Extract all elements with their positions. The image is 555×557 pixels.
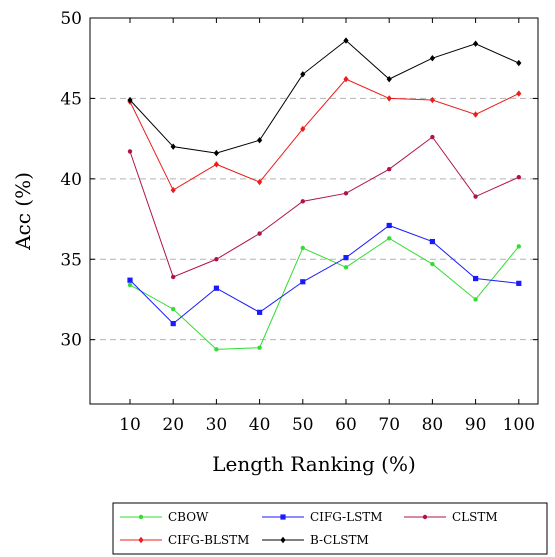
legend: CBOW CIFG-LSTM CLSTM CIFG-BLSTM B-CLSTM bbox=[112, 502, 548, 555]
data-point-cbow bbox=[214, 347, 219, 352]
series-clstm bbox=[127, 134, 521, 280]
data-point-clstm bbox=[343, 191, 349, 196]
x-tick-label: 30 bbox=[206, 415, 228, 435]
data-point-b-clstm bbox=[300, 71, 306, 78]
legend-label-cifg-lstm: CIFG-LSTM bbox=[310, 510, 383, 524]
data-point-cifg-lstm bbox=[429, 238, 435, 245]
legend-label-cbow: CBOW bbox=[168, 510, 209, 524]
legend-label-clstm: CLSTM bbox=[452, 510, 498, 524]
x-tick-label: 90 bbox=[465, 415, 487, 435]
data-point-cifg-blstm bbox=[257, 178, 263, 186]
data-point-cifg-lstm bbox=[213, 285, 219, 291]
data-point-clstm bbox=[300, 199, 305, 204]
series-group bbox=[127, 37, 522, 352]
x-tick-label: 50 bbox=[292, 415, 314, 435]
legend-marker-cifg-lstm bbox=[280, 514, 286, 520]
data-point-clstm bbox=[430, 134, 435, 140]
y-tick-label: 50 bbox=[60, 9, 82, 29]
data-point-cifg-lstm bbox=[473, 275, 479, 282]
data-point-clstm bbox=[473, 194, 478, 199]
data-point-cbow bbox=[257, 345, 262, 350]
data-point-cifg-lstm bbox=[386, 222, 392, 229]
y-tick-label: 35 bbox=[60, 250, 82, 270]
legend-item-cifg-blstm: CIFG-BLSTM bbox=[120, 533, 249, 547]
legend-box bbox=[112, 502, 548, 555]
data-point-cifg-blstm bbox=[343, 75, 349, 83]
y-tick-label: 40 bbox=[60, 170, 82, 190]
legend-item-clstm: CLSTM bbox=[404, 510, 498, 524]
y-tick-label: 30 bbox=[60, 331, 82, 351]
data-point-b-clstm bbox=[213, 149, 219, 157]
series-line-b-clstm bbox=[129, 39, 520, 154]
series-b-clstm bbox=[127, 37, 522, 157]
data-point-cbow bbox=[300, 245, 305, 251]
series-line-cbow bbox=[129, 237, 520, 350]
data-point-b-clstm bbox=[127, 96, 133, 104]
data-point-clstm bbox=[257, 231, 262, 236]
data-point-cbow bbox=[430, 261, 435, 267]
legend-label-b-clstm: B-CLSTM bbox=[310, 533, 369, 547]
x-tick-label: 10 bbox=[119, 415, 141, 435]
data-point-clstm bbox=[516, 175, 521, 180]
data-point-cbow bbox=[171, 306, 176, 312]
data-point-clstm bbox=[387, 166, 392, 172]
data-point-cifg-lstm bbox=[257, 309, 263, 315]
data-point-cbow bbox=[387, 236, 392, 241]
data-point-b-clstm bbox=[516, 59, 522, 67]
data-point-cifg-blstm bbox=[170, 186, 176, 194]
plot-frame bbox=[89, 17, 539, 405]
data-point-b-clstm bbox=[343, 37, 349, 44]
x-tick-label: 60 bbox=[335, 415, 357, 435]
x-tick-label: 100 bbox=[503, 415, 535, 435]
data-point-cbow bbox=[473, 297, 478, 302]
data-point-b-clstm bbox=[170, 143, 176, 150]
data-point-cifg-blstm bbox=[386, 95, 392, 102]
series-cifg-blstm bbox=[127, 75, 522, 194]
axis-ticks: 30 35 40 45 50 10 20 30 40 50 60 70 80 90 100 bbox=[60, 9, 538, 435]
x-tick-label: 70 bbox=[378, 415, 400, 435]
data-point-cifg-lstm bbox=[343, 255, 349, 261]
x-tick-label: 80 bbox=[422, 415, 444, 435]
data-point-b-clstm bbox=[429, 55, 435, 62]
series-line-cifg-blstm bbox=[129, 78, 520, 191]
data-point-cifg-blstm bbox=[516, 90, 522, 97]
data-point-cifg-blstm bbox=[213, 161, 219, 168]
legend-item-cifg-lstm: CIFG-LSTM bbox=[262, 510, 383, 524]
data-point-cifg-lstm bbox=[170, 320, 176, 327]
x-axis-label: Length Ranking (%) bbox=[212, 452, 416, 476]
data-point-cbow bbox=[516, 244, 521, 249]
data-point-cbow bbox=[127, 282, 133, 288]
data-point-b-clstm bbox=[473, 40, 479, 47]
series-cifg-lstm bbox=[127, 222, 522, 327]
data-point-cifg-blstm bbox=[429, 96, 435, 104]
x-tick-label: 20 bbox=[162, 415, 184, 435]
data-point-cifg-blstm bbox=[300, 125, 306, 133]
y-axis-label: Acc (%) bbox=[11, 172, 35, 251]
y-tick-label: 45 bbox=[60, 89, 82, 109]
x-tick-label: 40 bbox=[249, 415, 271, 435]
series-line-cifg-lstm bbox=[129, 224, 519, 325]
data-point-cbow bbox=[343, 265, 349, 270]
data-point-b-clstm bbox=[386, 75, 392, 83]
gridlines bbox=[90, 97, 538, 341]
data-point-cifg-blstm bbox=[473, 111, 479, 118]
data-point-cifg-lstm bbox=[516, 280, 522, 286]
legend-item-b-clstm: B-CLSTM bbox=[262, 533, 369, 547]
legend-marker-cbow bbox=[138, 514, 144, 520]
data-point-cifg-lstm bbox=[300, 279, 306, 285]
data-point-clstm bbox=[214, 257, 219, 262]
series-cbow bbox=[127, 236, 521, 352]
data-point-b-clstm bbox=[257, 137, 263, 144]
series-line-clstm bbox=[129, 136, 520, 278]
legend-item-cbow: CBOW bbox=[120, 510, 209, 524]
legend-marker-b-clstm bbox=[280, 536, 286, 544]
legend-marker-cifg-blstm bbox=[138, 536, 144, 544]
data-point-cifg-lstm bbox=[127, 277, 133, 283]
legend-label-cifg-blstm: CIFG-BLSTM bbox=[168, 533, 249, 547]
data-point-clstm bbox=[127, 149, 133, 154]
legend-marker-clstm bbox=[422, 514, 428, 520]
data-point-clstm bbox=[171, 274, 176, 280]
